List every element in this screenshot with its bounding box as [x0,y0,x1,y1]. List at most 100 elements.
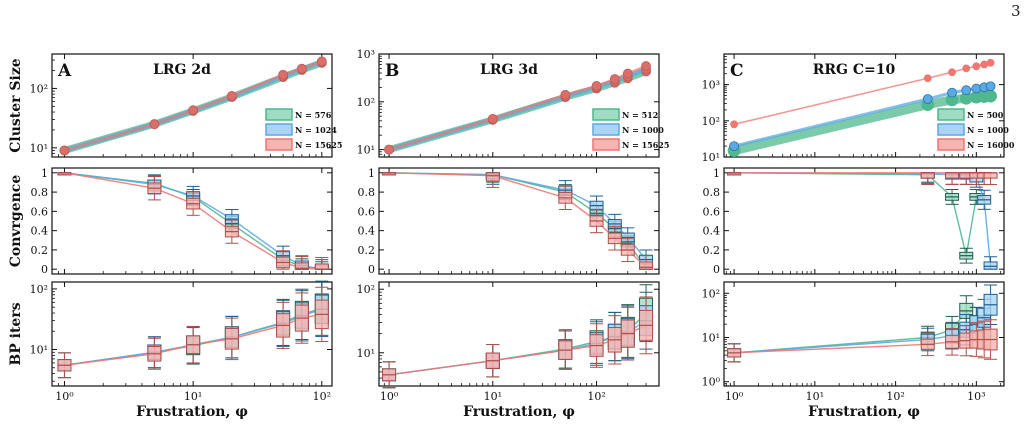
x-tick-label: 10¹ [484,390,502,403]
data-point [278,69,288,80]
y-tick-label: 1 [713,167,720,180]
data-point [961,85,972,96]
data-point [980,60,989,69]
box [920,172,935,179]
x-tick-label: 10³ [967,390,985,403]
y-tick-label: 0.6 [358,205,376,218]
row-label: BP iters [8,302,24,365]
data-point [384,144,394,155]
legend-swatch [937,138,965,151]
x-tick-label: 10¹ [184,390,202,403]
axes-frame [723,281,1005,387]
box [294,262,309,270]
x-tick-label: 10² [886,390,904,403]
legend-swatch [592,138,620,151]
legend-swatch [265,123,293,136]
axes-frame [723,53,1005,158]
data-point [591,81,602,91]
panel-letter: C [730,61,744,81]
y-tick-label: 0 [713,263,720,276]
axes-frame [723,167,1005,275]
series-line [388,324,647,376]
series-2 [727,319,998,363]
data-point [149,119,160,130]
y-tick-label: 1 [368,167,375,180]
panel-B-convergence: 0 0.2 0.4 0.6 0.8 1 [358,167,660,276]
series-2 [382,296,654,389]
series-2 [57,286,329,379]
data-point [487,113,498,124]
y-tick-label: 10³ [357,48,375,61]
series-1 [382,172,654,270]
y-tick-label: 0.6 [31,205,49,218]
series-2 [59,56,327,156]
x-tick-label: 10² [313,390,331,403]
panel-title: RRG C=10 [813,62,896,78]
axes-frame [51,281,333,387]
series-line [388,172,647,268]
axes-frame [51,167,333,275]
y-tick-label: 0 [368,263,375,276]
data-point [622,68,633,79]
legend-label: N = 1000 [967,125,1009,135]
legend-swatch [265,108,293,121]
data-point [316,56,327,67]
panel-B-bp-iters: 10⁰ 10¹ 10² 10¹ 10² Frustration, φ [357,281,660,420]
data-point [730,120,738,129]
series-2 [57,172,329,270]
series-1 [729,81,996,152]
x-tick-label: 10² [587,390,605,403]
y-tick-label: 10¹ [30,142,48,155]
data-point [922,94,933,104]
legend-label: N = 15625 [622,140,669,150]
legend-label: N = 1024 [295,125,337,135]
panel-letter: A [57,61,72,81]
y-tick-label: 1 [41,167,48,180]
axes-frame [378,167,660,275]
legend-label: N = 576 [295,110,332,120]
y-tick-label: 10¹ [30,344,48,357]
data-point [729,141,739,152]
x-tick-label: 10⁰ [725,390,744,403]
x-tick-label: 10⁰ [380,390,399,403]
box [639,261,654,270]
axes-frame [378,53,660,158]
row-label: Cluster Size [8,58,24,153]
data-point [972,62,981,71]
legend-swatch [592,123,620,136]
panel-C-convergence: 0 0.2 0.4 0.6 0.8 1 [703,167,1005,276]
y-tick-label: 0.8 [703,186,721,199]
data-point [948,68,956,77]
y-tick-label: 10² [357,283,375,296]
legend-label: N = 16000 [967,140,1015,150]
data-point [188,105,199,116]
data-point [296,63,307,74]
legend: N = 500 N = 1000 N = 16000 [937,108,1015,151]
panel-A-bp-iters: 10⁰ 10¹ 10² 10¹ 10² Frustration, φ [30,280,333,420]
legend-label: N = 512 [622,110,658,120]
legend: N = 512 N = 1000 N = 15625 [592,108,669,151]
data-point [962,64,971,73]
legend-swatch [265,138,293,151]
data-point [226,90,237,101]
series-1 [727,172,998,270]
series-line [733,172,992,267]
row-label: Convrgence [8,175,24,268]
legend-label: N = 500 [967,110,1004,120]
y-tick-label: 10² [702,287,720,300]
box [983,261,998,270]
y-tick-label: 0 [41,263,48,276]
y-tick-label: 10¹ [702,332,720,345]
series-2 [730,58,995,129]
series-0 [727,172,984,264]
legend-swatch [592,108,620,121]
data-point [985,81,996,92]
y-tick-label: 10¹ [357,144,375,157]
data-point [923,74,932,83]
y-tick-label: 10² [30,283,48,296]
x-axis-label: Frustration, φ [808,404,920,420]
y-tick-label: 10² [30,82,48,95]
series-1 [57,172,329,270]
